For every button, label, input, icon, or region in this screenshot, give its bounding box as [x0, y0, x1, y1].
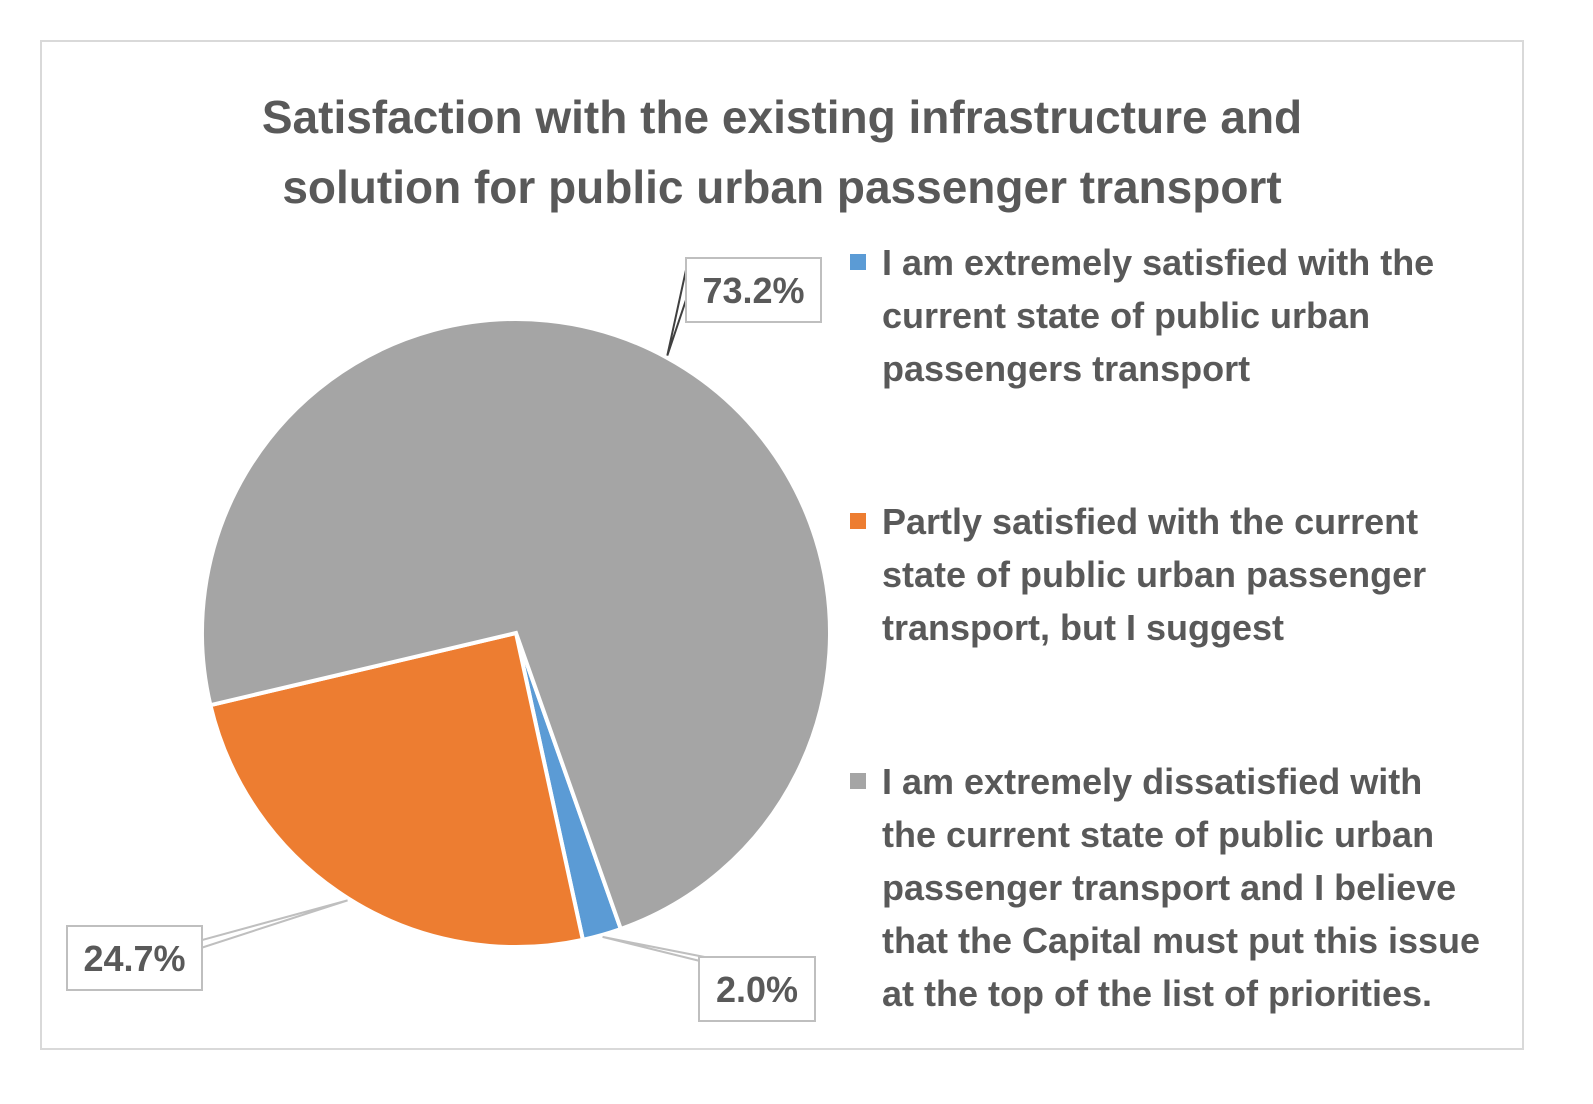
legend-line: passengers transport [882, 348, 1251, 389]
legend-swatch-gray [850, 773, 866, 789]
chart-title-line-1: Satisfaction with the existing infrastru… [261, 91, 1303, 143]
legend-swatch-orange [850, 513, 866, 529]
legend-line: passenger transport and I believe [882, 867, 1457, 908]
chart-title: Satisfaction with the existing infrastru… [40, 82, 1524, 222]
legend-line: Partly satisfied with the current [882, 501, 1419, 542]
legend-line: the current state of public urban [882, 814, 1435, 855]
data-label-leader [666, 269, 687, 356]
data-label-box [66, 925, 203, 991]
legend-label-extremely-dissatisfied: I am extremely dissatisfied with the cur… [882, 755, 1522, 1020]
data-label-partly-satisfied: 24.7% [66, 899, 348, 991]
legend-line: I am extremely satisfied with the [882, 242, 1435, 283]
legend-line: at the top of the list of priorities. [882, 973, 1433, 1014]
pie-slice-partly-satisfied [207, 630, 586, 949]
pie-slice-extremely-dissatisfied [200, 317, 832, 932]
legend-line: transport, but I suggest [882, 607, 1285, 648]
legend-line: I am extremely dissatisfied with [882, 761, 1423, 802]
data-label-text: 2.0% [716, 969, 798, 1010]
data-label-extremely-satisfied: 2.0% [602, 935, 816, 1022]
legend-line: state of public urban passenger [882, 554, 1427, 595]
data-label-box [698, 956, 816, 1022]
data-label-extremely-dissatisfied: 73.2% [666, 257, 822, 356]
chart-title-line-2: solution for public urban passenger tran… [282, 161, 1282, 213]
legend-line: current state of public urban [882, 295, 1371, 336]
legend-line: that the Capital must put this issue [882, 920, 1481, 961]
data-label-text: 73.2% [702, 270, 804, 311]
legend-label-extremely-satisfied: I am extremely satisfied with the curren… [882, 236, 1522, 395]
pie-data-labels: 2.0% 24.7% 73.2% [66, 257, 822, 1022]
data-label-box [685, 257, 822, 323]
data-label-text: 24.7% [83, 938, 185, 979]
legend-label-partly-satisfied: Partly satisfied with the current state … [882, 495, 1522, 654]
pie-slices [200, 317, 832, 949]
legend-swatch-blue [850, 254, 866, 270]
